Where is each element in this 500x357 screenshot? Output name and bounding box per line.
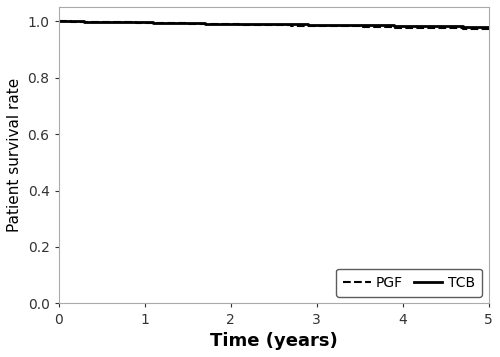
- TCB: [116, 20, 121, 24]
- TCB: [356, 23, 362, 27]
- TCB: [270, 22, 276, 26]
- PGF: [460, 27, 466, 31]
- TCB: [477, 25, 483, 29]
- TCB: [82, 20, 87, 24]
- TCB: [202, 21, 208, 26]
- PGF: [56, 19, 62, 23]
- PGF: [477, 27, 483, 31]
- TCB: [68, 19, 74, 24]
- PGF: [288, 24, 294, 28]
- TCB: [56, 19, 62, 23]
- PGF: [356, 25, 362, 29]
- PGF: [254, 23, 260, 27]
- PGF: [236, 22, 242, 27]
- TCB: [254, 22, 260, 26]
- TCB: [486, 25, 492, 29]
- TCB: [340, 23, 345, 27]
- Y-axis label: Patient survival rate: Patient survival rate: [7, 78, 22, 232]
- TCB: [460, 25, 466, 29]
- PGF: [68, 20, 74, 24]
- TCB: [305, 22, 311, 27]
- PGF: [340, 24, 345, 29]
- TCB: [408, 24, 414, 28]
- TCB: [442, 24, 448, 29]
- PGF: [374, 25, 380, 29]
- PGF: [150, 21, 156, 25]
- TCB: [133, 20, 139, 25]
- TCB: [236, 22, 242, 26]
- TCB: [288, 22, 294, 26]
- TCB: [60, 19, 66, 23]
- TCB: [391, 24, 397, 28]
- PGF: [426, 26, 432, 30]
- Line: TCB: TCB: [58, 21, 488, 27]
- PGF: [391, 25, 397, 30]
- PGF: [270, 23, 276, 27]
- PGF: [202, 22, 208, 26]
- PGF: [133, 21, 139, 25]
- PGF: [98, 20, 104, 24]
- TCB: [98, 20, 104, 24]
- TCB: [426, 24, 432, 28]
- PGF: [168, 21, 173, 25]
- X-axis label: Time (years): Time (years): [210, 332, 338, 350]
- Line: PGF: PGF: [58, 21, 488, 29]
- PGF: [408, 26, 414, 30]
- TCB: [150, 21, 156, 25]
- PGF: [184, 21, 190, 26]
- PGF: [322, 24, 328, 28]
- TCB: [184, 21, 190, 25]
- TCB: [322, 22, 328, 27]
- PGF: [60, 19, 66, 24]
- PGF: [219, 22, 225, 26]
- TCB: [168, 21, 173, 25]
- Legend: PGF, TCB: PGF, TCB: [336, 268, 482, 297]
- TCB: [374, 23, 380, 27]
- PGF: [116, 20, 121, 25]
- TCB: [219, 22, 225, 26]
- PGF: [442, 26, 448, 31]
- PGF: [486, 27, 492, 31]
- PGF: [305, 24, 311, 28]
- PGF: [82, 20, 87, 24]
